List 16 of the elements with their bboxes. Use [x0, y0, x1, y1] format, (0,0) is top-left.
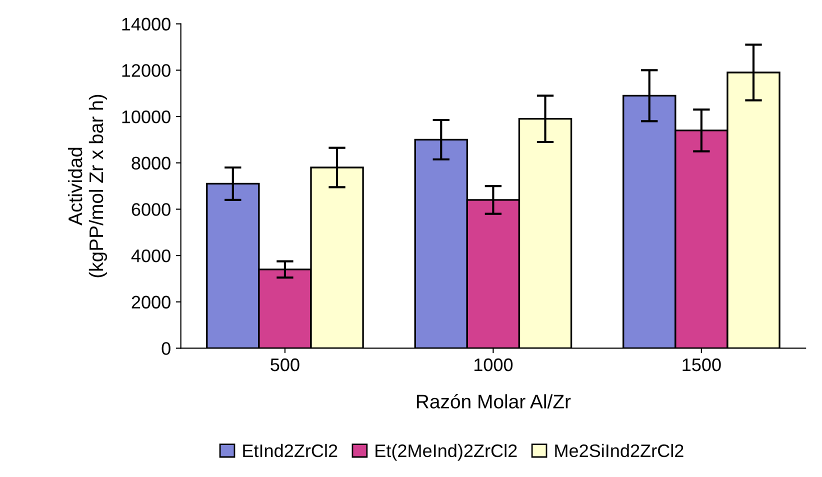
y-tick-label: 4000	[131, 249, 170, 262]
y-axis-title: Actividad (kgPP/mol Zr x bar h)	[68, 94, 108, 278]
legend-label: EtInd2ZrCl2	[243, 444, 338, 458]
y-tick-label: 10000	[122, 110, 170, 124]
x-tick-label: 1500	[682, 358, 721, 372]
y-tick-label: 8000	[132, 156, 170, 170]
x-axis-title: Razón Molar Al/Zr	[416, 394, 571, 408]
y-tick-label: 14000	[122, 18, 170, 31]
legend-label: Me2SiInd2ZrCl2	[555, 444, 684, 458]
y-tick-label: 0	[162, 342, 170, 355]
legend-label: Et(2MeInd)2ZrCl2	[376, 444, 517, 461]
y-tick-label: 2000	[132, 296, 170, 309]
x-tick-label: 500	[270, 358, 300, 372]
x-tick-label: 1000	[474, 358, 513, 372]
y-tick-label: 6000	[132, 203, 170, 216]
y-tick-label: 12000	[122, 64, 170, 77]
